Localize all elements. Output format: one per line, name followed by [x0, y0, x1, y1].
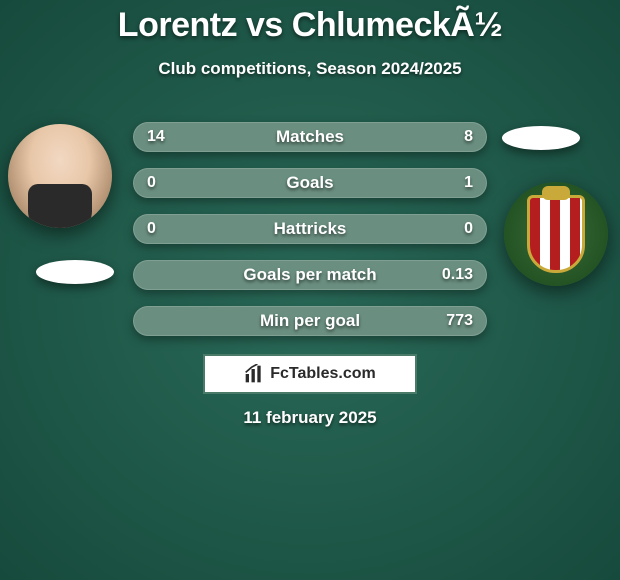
stats-table: 14 Matches 8 0 Goals 1 0 Hattricks 0 Goa…	[133, 122, 487, 352]
player-right-flag-icon	[502, 126, 580, 150]
stat-right-value: 0	[464, 220, 473, 238]
player-left-flag-icon	[36, 260, 114, 284]
stat-label: Goals	[286, 173, 333, 193]
brand-link[interactable]: FcTables.com	[203, 354, 417, 394]
player-left-avatar	[8, 124, 112, 228]
subtitle: Club competitions, Season 2024/2025	[0, 59, 620, 79]
table-row: 0 Hattricks 0	[133, 214, 487, 244]
stat-right-value: 1	[464, 174, 473, 192]
stat-left-value: 0	[147, 174, 156, 192]
table-row: 0 Goals 1	[133, 168, 487, 198]
player-right-crest	[504, 182, 608, 286]
stat-left-value: 0	[147, 220, 156, 238]
stat-label: Goals per match	[243, 265, 376, 285]
comparison-card: Lorentz vs ChlumeckÃ½ Club competitions,…	[0, 0, 620, 79]
table-row: 14 Matches 8	[133, 122, 487, 152]
stat-right-value: 0.13	[442, 266, 473, 284]
bar-chart-icon	[244, 364, 264, 384]
table-row: Min per goal 773	[133, 306, 487, 336]
stat-right-value: 8	[464, 128, 473, 146]
stat-label: Hattricks	[274, 219, 347, 239]
table-row: Goals per match 0.13	[133, 260, 487, 290]
stat-right-value: 773	[446, 312, 473, 330]
page-title: Lorentz vs ChlumeckÃ½	[0, 6, 620, 45]
crest-shield-icon	[527, 195, 585, 273]
stat-left-value: 14	[147, 128, 165, 146]
stat-label: Min per goal	[260, 311, 360, 331]
stat-label: Matches	[276, 127, 344, 147]
brand-label: FcTables.com	[270, 365, 376, 383]
date-label: 11 february 2025	[0, 408, 620, 428]
